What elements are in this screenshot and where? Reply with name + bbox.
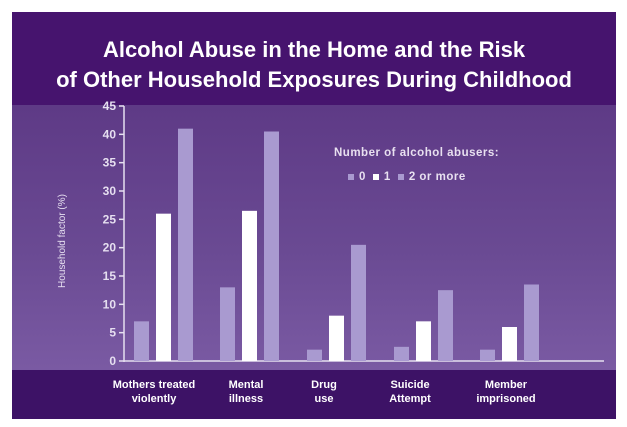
y-tick-label-15: 15	[103, 269, 117, 283]
legend: 0 1 2 or more	[348, 170, 473, 184]
bar-none-1	[220, 287, 235, 361]
y-axis-label: Household factor (%)	[57, 194, 68, 288]
y-tick-label-25: 25	[103, 212, 117, 226]
legend-swatch-two-plus	[397, 174, 404, 180]
y-tick-label-20: 20	[103, 241, 117, 255]
legend-swatch-none	[348, 174, 354, 180]
y-tick-label-35: 35	[103, 156, 117, 170]
legend-item-two-plus: 2 or more	[397, 171, 466, 183]
y-tick-label-40: 40	[103, 127, 117, 141]
bar-none-2	[307, 349, 322, 361]
legend-label-two-plus: 2 or more	[408, 171, 466, 183]
category-label-3: Suicide Attempt	[389, 379, 431, 405]
y-tick-label-30: 30	[103, 184, 117, 198]
legend-label-none: 0	[359, 171, 366, 183]
legend-title: Number of alcohol abusers:	[334, 147, 500, 159]
legend-item-none: 0	[348, 171, 366, 183]
chart-title-line-1: Alcohol Abuse in the Home and the Risk	[102, 37, 526, 62]
bar-none-0	[134, 321, 149, 361]
bar-two-plus-0	[178, 128, 193, 361]
y-tick-label-45: 45	[103, 99, 117, 113]
legend-item-one: 1	[372, 171, 391, 183]
legend-swatch-one	[372, 174, 379, 180]
y-tick-label-5: 5	[109, 326, 116, 340]
category-label-1: Mental illness	[228, 379, 264, 405]
category-label-4: Member imprisoned	[476, 379, 536, 405]
legend-label-one: 1	[383, 171, 391, 183]
y-tick-label-10: 10	[103, 297, 117, 311]
bar-two-plus-4	[524, 284, 539, 361]
category-label-band: Mothers treated violently Mental illness D…	[12, 370, 616, 419]
y-tick-label-0: 0	[109, 354, 116, 368]
plot-area	[12, 105, 616, 370]
bar-one-2	[329, 315, 344, 361]
slide: Alcohol Abuse in the Home and the Risk o…	[12, 12, 616, 419]
chart-title-line-2: of Other Household Exposures During Chil…	[56, 67, 572, 92]
bar-one-1	[242, 210, 257, 361]
bar-two-plus-1	[264, 131, 279, 361]
bar-none-4	[480, 349, 495, 361]
category-label-2: Drug use	[311, 379, 337, 405]
category-label-0: Mothers treated violently	[112, 379, 196, 405]
bar-two-plus-3	[438, 290, 453, 361]
bar-one-0	[156, 213, 171, 361]
bar-one-4	[502, 327, 517, 361]
bar-two-plus-2	[351, 244, 366, 361]
title-banner: Alcohol Abuse in the Home and the Risk o…	[12, 12, 616, 105]
bar-one-3	[416, 321, 431, 361]
bar-none-3	[394, 346, 409, 361]
